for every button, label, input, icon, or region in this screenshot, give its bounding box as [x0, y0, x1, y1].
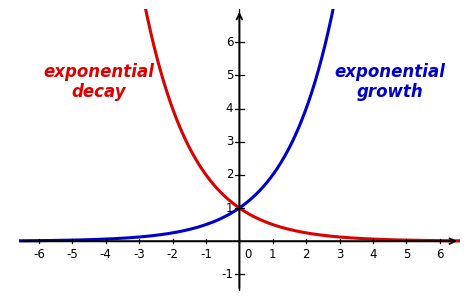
Text: 6: 6	[436, 248, 444, 261]
Text: 5: 5	[402, 248, 410, 261]
Text: 5: 5	[226, 69, 233, 82]
Text: 6: 6	[226, 36, 233, 49]
Text: 2: 2	[302, 248, 310, 261]
Text: -2: -2	[167, 248, 179, 261]
Text: 3: 3	[226, 135, 233, 148]
Text: 4: 4	[369, 248, 377, 261]
Text: -5: -5	[66, 248, 78, 261]
Text: 2: 2	[226, 168, 233, 181]
Text: -6: -6	[33, 248, 45, 261]
Text: -1: -1	[200, 248, 212, 261]
Text: -1: -1	[221, 268, 233, 281]
Text: 0: 0	[245, 248, 252, 261]
Text: 1: 1	[269, 248, 276, 261]
Text: 1: 1	[226, 201, 233, 215]
Text: -3: -3	[133, 248, 145, 261]
Text: 3: 3	[336, 248, 343, 261]
Text: 4: 4	[226, 102, 233, 115]
Text: exponential
growth: exponential growth	[334, 63, 445, 102]
Text: exponential
decay: exponential decay	[44, 63, 155, 102]
Text: -4: -4	[100, 248, 112, 261]
